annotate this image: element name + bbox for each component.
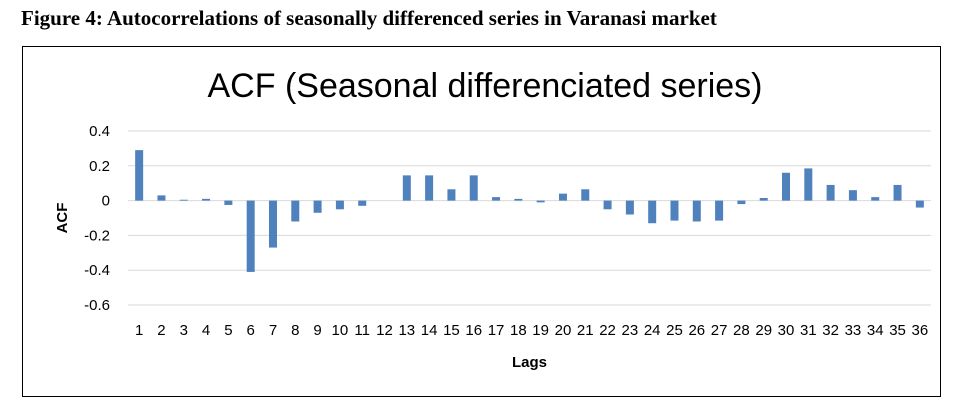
x-tick-label: 5: [224, 322, 232, 339]
bar-lag-29: [759, 197, 768, 201]
bar-lag-10: [335, 200, 344, 210]
x-tick-label: 12: [376, 322, 393, 339]
x-tick-label: 20: [555, 322, 572, 339]
bar-lag-8: [291, 200, 300, 222]
y-tick-label: -0.4: [84, 262, 110, 279]
x-tick-label: 28: [733, 322, 750, 339]
x-tick-label: 24: [644, 322, 661, 339]
x-tick-label: 31: [800, 322, 817, 339]
x-tick-labels: 1 2 3 4 5 6 7 8 9 10 11 12 13 14 15 16 17 18 19 20 21 22 23 24 2…: [135, 322, 928, 339]
bar-lag-17: [492, 197, 501, 201]
bar-lag-35: [893, 184, 902, 201]
acf-bar-chart: ACF (Seasonal differenciated series) 0.4…: [54, 67, 931, 371]
x-tick-label: 33: [845, 322, 862, 339]
y-tick-label: -0.6: [84, 297, 110, 314]
y-axis-label: ACF: [54, 203, 71, 234]
bars: [135, 150, 924, 272]
x-tick-label: 30: [778, 322, 795, 339]
gridlines: [128, 130, 931, 306]
bar-lag-6: [246, 200, 255, 272]
bar-lag-34: [871, 197, 880, 201]
y-tick-label: 0: [102, 193, 110, 210]
x-tick-label: 32: [822, 322, 839, 339]
x-tick-label: 7: [269, 322, 277, 339]
chart-title: ACF (Seasonal differenciated series): [208, 67, 763, 105]
x-tick-label: 3: [180, 322, 188, 339]
bar-lag-11: [358, 200, 367, 206]
x-tick-label: 6: [247, 322, 255, 339]
x-tick-label: 23: [622, 322, 639, 339]
x-tick-label: 36: [912, 322, 929, 339]
x-tick-label: 2: [157, 322, 165, 339]
bar-lag-16: [469, 175, 478, 201]
x-tick-label: 17: [488, 322, 505, 339]
y-tick-label: 0.4: [89, 123, 110, 140]
bar-lag-25: [670, 200, 679, 221]
bar-lag-36: [915, 200, 924, 208]
bar-lag-31: [804, 168, 813, 201]
x-axis-label: Lags: [512, 354, 547, 371]
x-tick-label: 22: [599, 322, 616, 339]
bar-lag-24: [648, 200, 657, 224]
bar-lag-9: [313, 200, 322, 213]
x-tick-label: 13: [398, 322, 415, 339]
bar-lag-7: [268, 200, 277, 248]
bar-lag-33: [848, 190, 857, 201]
x-tick-label: 9: [313, 322, 321, 339]
x-tick-label: 26: [688, 322, 705, 339]
x-tick-label: 21: [577, 322, 594, 339]
y-tick-labels: 0.4 0.2 0 -0.2 -0.4 -0.6: [84, 123, 110, 314]
x-tick-label: 16: [465, 322, 482, 339]
x-tick-label: 34: [867, 322, 884, 339]
bar-lag-19: [536, 200, 545, 203]
x-tick-label: 10: [332, 322, 349, 339]
bar-lag-18: [514, 198, 523, 201]
x-tick-label: 15: [443, 322, 460, 339]
x-tick-label: 4: [202, 322, 210, 339]
x-tick-label: 25: [666, 322, 683, 339]
x-tick-label: 8: [291, 322, 299, 339]
chart-frame: ACF (Seasonal differenciated series) 0.4…: [22, 46, 941, 397]
x-tick-label: 19: [532, 322, 549, 339]
y-tick-label: 0.2: [89, 158, 110, 175]
x-tick-label: 1: [135, 322, 143, 339]
x-tick-label: 11: [354, 322, 370, 339]
bar-lag-27: [715, 200, 724, 221]
x-tick-label: 29: [755, 322, 772, 339]
bar-lag-3: [179, 199, 188, 201]
bar-lag-26: [692, 200, 701, 222]
bar-lag-30: [782, 172, 791, 201]
bar-lag-32: [826, 184, 835, 201]
bar-lag-15: [447, 189, 456, 201]
bar-lag-1: [135, 150, 144, 201]
x-tick-label: 14: [421, 322, 438, 339]
bar-lag-14: [425, 175, 434, 201]
x-tick-label: 18: [510, 322, 527, 339]
bar-lag-2: [157, 195, 166, 201]
bar-lag-28: [737, 200, 746, 205]
x-tick-label: 35: [889, 322, 906, 339]
bar-lag-20: [558, 193, 567, 201]
bar-lag-4: [202, 198, 211, 201]
figure-caption: Figure 4: Autocorrelations of seasonally…: [21, 6, 717, 30]
bar-lag-13: [402, 175, 411, 201]
y-tick-label: -0.2: [84, 227, 110, 244]
bar-lag-21: [581, 189, 590, 201]
bar-lag-23: [625, 200, 634, 215]
x-tick-label: 27: [711, 322, 728, 339]
bar-lag-22: [603, 200, 612, 210]
bar-lag-5: [224, 200, 233, 205]
